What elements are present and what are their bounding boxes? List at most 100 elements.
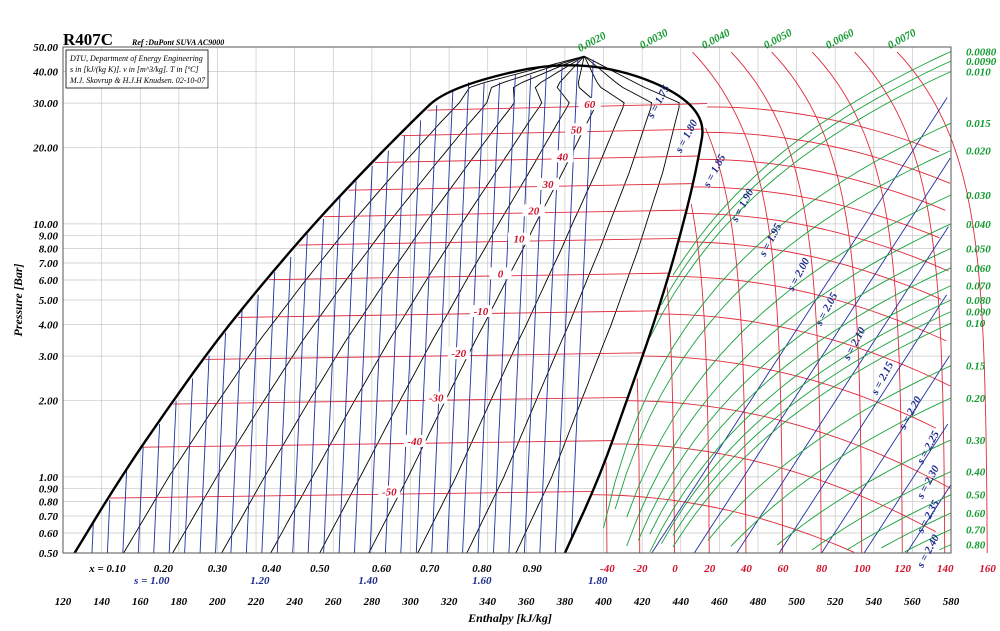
isotherm-superheat-line xyxy=(730,51,822,554)
quality-label: 0.40 xyxy=(262,563,282,575)
x-tick-label: 140 xyxy=(93,596,110,608)
axis-ticks: 120 140 160 180 200 220 240 260 280 300 320 340 360 3… xyxy=(32,42,960,608)
isotherm-line xyxy=(427,103,708,111)
isotherm-superheat-line xyxy=(896,51,988,553)
x-tick-label: 260 xyxy=(324,596,342,608)
isotherm-superheat-line xyxy=(854,51,946,553)
isochore-line xyxy=(603,122,952,529)
isotherm-vapor-line xyxy=(626,400,952,489)
isotherm-label-bg xyxy=(565,123,588,136)
isotherm-line xyxy=(205,352,643,360)
isentrope-liquid-line xyxy=(462,82,485,554)
y-tick-label: 30.00 xyxy=(32,98,58,110)
isotherm-vapor-line xyxy=(642,355,937,429)
isotherm-label: 40 xyxy=(556,151,569,163)
temperature-bottom-label: 160 xyxy=(979,563,996,575)
plot-frame xyxy=(62,46,952,554)
isentrope-liquid-line xyxy=(230,310,243,554)
x-tick-label: 380 xyxy=(556,596,574,608)
isentrope-liquid-line xyxy=(137,446,144,554)
x-axis-label: Enthalpy [kJ/kg] xyxy=(467,611,552,625)
isochore-line xyxy=(730,397,952,547)
y-tick-label: 20.00 xyxy=(32,143,58,155)
y-tick-label: 1.00 xyxy=(39,472,59,484)
quality-line xyxy=(466,55,653,554)
isentrope-liquid-line xyxy=(215,332,227,554)
isentrope-vapor-line xyxy=(906,484,952,554)
isentrope-vapor-line xyxy=(736,226,949,554)
isochore-right-label: 0.020 xyxy=(966,145,991,157)
isochore-line xyxy=(846,494,952,551)
info-box-frame xyxy=(65,49,209,89)
isotherm-superheat-line xyxy=(666,287,675,554)
isotherm-label: 20 xyxy=(527,205,540,217)
temperature-bottom-label: 0 xyxy=(672,563,678,575)
info-box: DTU, Department of Energy Engineering s … xyxy=(65,49,209,89)
isotherm-line xyxy=(143,440,612,448)
isochore-line xyxy=(672,51,952,276)
entropy-bottom-label: 1.60 xyxy=(472,575,492,587)
isochore-line xyxy=(904,528,952,553)
isotherm-superheat-line xyxy=(605,461,608,553)
isotherm-label: -10 xyxy=(474,306,489,318)
y-tick-label: 0.70 xyxy=(39,511,59,523)
isentrope-liquid-line xyxy=(292,234,308,554)
y-tick-label: 8.00 xyxy=(39,243,59,255)
isentrope-liquid-line xyxy=(400,120,422,554)
isochore-right-label: 0.80 xyxy=(966,540,986,552)
isochore-right-label: 0.070 xyxy=(966,281,991,293)
isentrope-vapor-line xyxy=(693,158,951,554)
isentrope-liquid-line xyxy=(554,59,579,554)
isotherm-label-bg xyxy=(403,434,426,447)
x-tick-label: 520 xyxy=(827,596,844,608)
isochore-right-label: 0.080 xyxy=(966,295,991,307)
isentrope-liquid-line xyxy=(415,105,438,554)
isochore-right-label: 0.15 xyxy=(966,361,986,373)
temperature-bottom-label: 140 xyxy=(937,563,954,575)
y-axis-label: Pressure [Bar] xyxy=(11,263,25,336)
isentrope-liquid-line xyxy=(477,82,501,554)
isentrope-vapor-line xyxy=(821,355,950,554)
isentrope-liquid-line xyxy=(106,499,111,554)
isochore-right-label: 0.050 xyxy=(966,243,991,255)
quality-line xyxy=(221,55,585,554)
quality-label: 0.20 xyxy=(154,563,174,575)
isotherm-label: -20 xyxy=(452,348,467,360)
x-tick-label: 160 xyxy=(132,596,149,608)
isentrope-vapor-line xyxy=(778,294,947,554)
isentrope-liquid-line xyxy=(261,272,276,554)
isentrope-liquid-line xyxy=(276,256,292,554)
isochore-right-label: 0.30 xyxy=(966,435,986,447)
isotherm-vapor-line xyxy=(678,241,942,300)
x-tick-label: 200 xyxy=(208,596,226,608)
isotherm-vapor-line xyxy=(702,131,951,184)
isentrope-liquid-line xyxy=(168,401,177,554)
isochore-line xyxy=(649,267,952,535)
isentrope-vapor-line xyxy=(651,97,948,554)
isochore-right-label: 0.040 xyxy=(966,219,991,231)
isotherm-label-bg xyxy=(489,267,512,280)
x-tick-label: 220 xyxy=(247,596,265,608)
isotherm-vapor-line xyxy=(707,106,939,153)
isotherm-label-bg xyxy=(425,391,448,404)
quality-line xyxy=(319,55,585,554)
y-tick-label: 3.00 xyxy=(38,351,59,363)
info-line-1: DTU, Department of Energy Engineering xyxy=(69,54,203,63)
temperature-bottom-label: -40 xyxy=(600,563,615,575)
isentrope-liquid-line xyxy=(523,67,548,554)
isotherm-line xyxy=(401,128,703,137)
isochore-right-label: 0.60 xyxy=(966,508,986,520)
isotherm-line xyxy=(173,396,627,405)
quality-label: 0.70 xyxy=(420,563,440,575)
isochore-line xyxy=(649,285,952,553)
isochore-right-label: 0.20 xyxy=(966,393,986,405)
isochore-line xyxy=(649,71,952,338)
isentrope-liquid-line xyxy=(384,135,405,554)
saturation-curve xyxy=(73,64,704,554)
isotherm-label: 10 xyxy=(513,234,525,246)
isentrope-liquid-line xyxy=(354,165,373,554)
isotherm-label: -50 xyxy=(382,487,397,499)
isentrope-liquid-line xyxy=(153,423,161,554)
